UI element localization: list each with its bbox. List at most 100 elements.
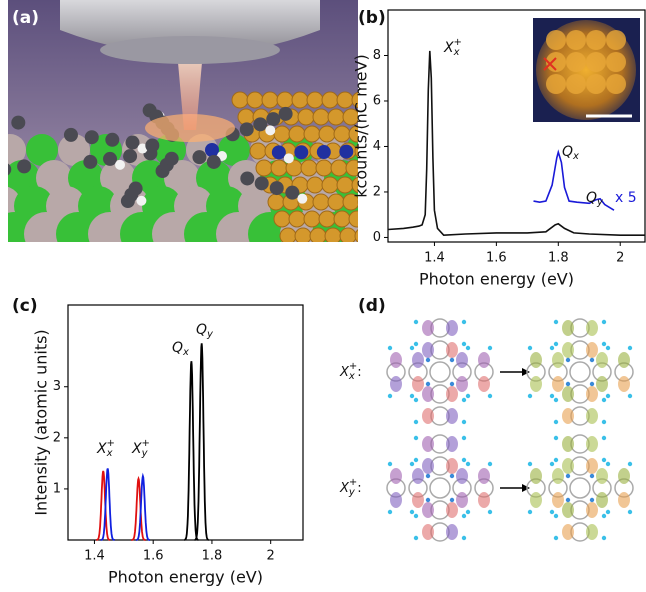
h-atom (466, 394, 470, 398)
y-axis-label: Intensity (atomic units) (32, 329, 51, 515)
h-atom (466, 510, 470, 514)
h-atom (388, 346, 392, 350)
gold-atom (277, 92, 293, 108)
lobe (562, 436, 574, 452)
lobe (446, 502, 458, 518)
molecule-atom (240, 171, 254, 185)
molecule-atom (266, 112, 280, 126)
h-atom (410, 510, 414, 514)
gold-atom (271, 160, 287, 176)
panel-label: (d) (358, 296, 386, 316)
label: Xy+ (131, 438, 150, 459)
lobe (446, 436, 458, 452)
h-atom (466, 462, 470, 466)
h-atom (554, 458, 558, 462)
lobe (618, 468, 630, 484)
label-sub: y (596, 197, 604, 208)
lobe (422, 502, 434, 518)
n-atom (450, 474, 454, 478)
h-atom (602, 342, 606, 346)
lobe (422, 436, 434, 452)
n-atom (450, 358, 454, 362)
hydrogen (115, 160, 125, 170)
core (570, 362, 590, 382)
h-atom (466, 346, 470, 350)
gold-atom (328, 194, 344, 210)
n-atom (590, 474, 594, 478)
lobe (422, 342, 434, 358)
lobe (586, 408, 598, 424)
gold-atom (307, 92, 323, 108)
gold-atom (247, 92, 263, 108)
y-tick-label: 1 (53, 481, 61, 496)
gold-atom (292, 92, 308, 108)
inset-lobe (586, 74, 606, 94)
h-atom (462, 536, 466, 540)
gold-atom (322, 92, 338, 108)
molecule-atom (105, 133, 119, 147)
lobe (562, 320, 574, 336)
lobe (586, 502, 598, 518)
gold-atom (331, 160, 347, 176)
gold-atom (322, 177, 338, 193)
h-atom (410, 394, 414, 398)
lobe (552, 468, 564, 484)
n-atom (590, 358, 594, 362)
label-sub: x (572, 151, 579, 162)
molecule (387, 435, 493, 541)
molecule (527, 319, 633, 425)
gold-atom (376, 160, 392, 176)
molecule-atom (129, 182, 143, 196)
label-sub: y (141, 448, 149, 459)
label: Qx (562, 144, 579, 162)
lobe (390, 492, 402, 508)
n-atom (426, 498, 430, 502)
molecule (527, 435, 633, 541)
x-axis-label: Photon energy (eV) (108, 568, 263, 587)
n-atom (566, 358, 570, 362)
label-sup: + (349, 477, 357, 488)
x-tick-label: 2 (267, 549, 275, 564)
x-tick-label: 1.4 (84, 549, 105, 564)
label-sub: x (106, 448, 113, 459)
h-atom (462, 398, 466, 402)
gold-atom (328, 109, 344, 125)
x-tick-label: 1.8 (548, 251, 569, 266)
gold-atom (388, 194, 404, 210)
h-atom (462, 458, 466, 462)
label-base: Q (196, 322, 207, 338)
label-sup: + (142, 438, 150, 449)
h-atom (554, 398, 558, 402)
lobe (446, 524, 458, 540)
gold-atom (319, 211, 335, 227)
molecule-atom (103, 152, 117, 166)
x-tick-label: 1.6 (486, 251, 507, 266)
h-atom (606, 510, 610, 514)
lobe (446, 386, 458, 402)
label: Qy (586, 190, 604, 208)
h-atom (550, 394, 554, 398)
core (430, 478, 450, 498)
label-base: X (443, 40, 454, 56)
gold-atom (304, 126, 320, 142)
gold-atom (307, 177, 323, 193)
gold-atom (379, 211, 395, 227)
molecule-atom (11, 116, 25, 130)
lobe (422, 386, 434, 402)
gold-atom (382, 177, 398, 193)
h-atom (602, 420, 606, 424)
h-atom (602, 536, 606, 540)
gold-atom (364, 211, 380, 227)
molecule-atom (83, 155, 97, 169)
molecule-atom (285, 186, 299, 200)
h-atom (488, 510, 492, 514)
lobe (586, 458, 598, 474)
lobe (422, 458, 434, 474)
n-atom (426, 474, 430, 478)
gold-atom (280, 228, 296, 244)
h-atom (414, 458, 418, 462)
h-atom (628, 510, 632, 514)
lobe (530, 376, 542, 392)
lobe (412, 492, 424, 508)
n-atom (590, 382, 594, 386)
